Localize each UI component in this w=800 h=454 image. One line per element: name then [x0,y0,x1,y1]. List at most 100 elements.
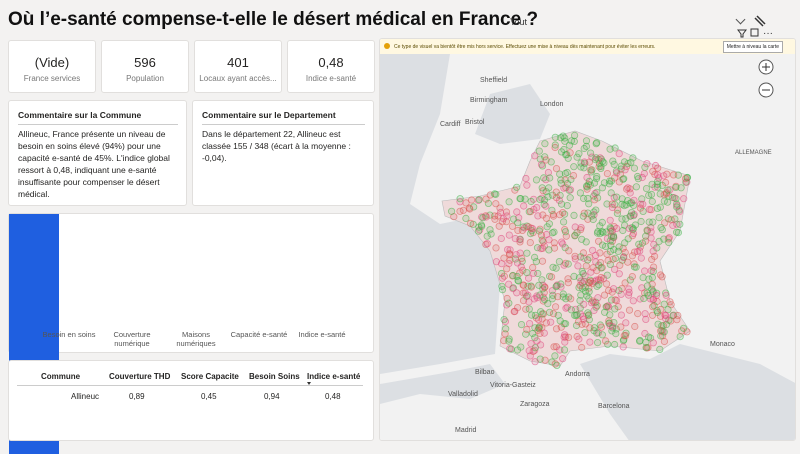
map-dot [551,352,559,360]
map-dot [628,209,636,217]
map-dot [553,281,561,289]
map-dot [565,247,573,255]
map-dot [538,276,546,284]
kpi-value: (Vide) [34,55,70,70]
map-dot [541,296,549,304]
map-dot [636,336,644,345]
deprecation-banner: Ce type de visuel va bientôt être mis ho… [380,39,795,54]
map-dot [566,186,575,194]
map-dot [527,340,535,348]
column-header: Commune [41,372,81,381]
data-label: 0,48 [314,276,330,286]
map-dot [587,268,595,276]
map-dot [535,323,543,332]
map-dot [550,239,558,247]
map-dot [550,343,558,351]
map-dot [616,261,624,269]
map-dot [486,191,494,199]
filter-icon[interactable] [737,29,747,38]
map-dot [551,141,559,149]
map-dot [540,196,549,204]
map-dot [588,212,596,220]
map-dot [592,175,601,183]
map-dot [482,195,490,203]
map-dot [641,329,649,338]
map-dot [585,295,593,303]
map-dot [642,338,650,346]
map-dot [546,174,554,182]
eraser-icon[interactable] [754,15,766,27]
map-dot [527,283,535,291]
map-dot [611,296,619,304]
map-dot [622,319,630,327]
place-label: Bilbao [475,369,495,376]
upgrade-button[interactable]: Mettre à niveau la carte [722,41,783,53]
map-dot [556,317,564,325]
map-dot [647,267,655,275]
map-dot [552,264,560,272]
map-dot [519,281,527,289]
comment-text: Dans le département 22, Allineuc est cla… [202,129,351,163]
map-dot [531,253,539,261]
map-dot [591,189,599,198]
slicer[interactable]: Tout [504,14,748,32]
place-label: Barcelona [598,403,630,410]
map-dot [677,184,685,192]
map-dot [510,308,518,316]
map-dot [513,183,521,191]
mediterranean [580,344,795,440]
map-dot [672,183,680,191]
map-dot [491,190,499,198]
comment-title: Commentaire sur le Departement [202,110,365,125]
map-dot [670,194,678,202]
map-dot [571,255,579,263]
map-dot [479,214,487,222]
map-dot [606,216,614,224]
map-dot [572,321,581,330]
map-dot [681,175,690,183]
more-icon[interactable]: ··· [763,28,773,38]
map-dot [531,311,539,319]
table-cell: Allineuc [71,392,100,401]
map-dot [652,289,661,297]
map-dot [650,240,658,249]
map-dot [625,291,633,299]
map-dot [548,206,556,214]
map-dot [611,265,619,273]
column-header: Besoin Soins [249,372,300,381]
map-dot [467,219,475,227]
map-dot [484,199,493,207]
map-dot [611,305,619,313]
focus-icon[interactable] [750,28,759,37]
map-dot [590,306,598,315]
map-dot [448,207,456,215]
map-dot [573,153,581,161]
atlantic [380,54,500,374]
table-cell: 0,94 [264,392,280,401]
map-dot [621,166,629,174]
map-dot [617,311,625,319]
map-dot [662,291,670,299]
map-dot [525,298,533,306]
kpi-label: France services [23,74,81,83]
map-dot [537,231,545,239]
map-dot [612,329,620,338]
map-dot [570,272,578,280]
map-dot [613,193,621,201]
map-dot [607,241,615,249]
map-dot [647,190,656,198]
map-dot [586,338,594,346]
map-dot [580,315,588,323]
map-dot [486,226,494,234]
map-dot [660,197,668,205]
column-header: Couverture THD [109,372,171,381]
table-rule [17,385,363,386]
map: Sheffield Birmingham Cardiff Bristol London A… [379,38,796,441]
map-dot [611,340,619,349]
map-dot [602,337,610,345]
x-tick-label: Maisons numériques [176,330,216,348]
map-dot [630,263,639,271]
map-dot [673,202,681,210]
map-dot [500,315,508,324]
map-dot [567,306,575,314]
